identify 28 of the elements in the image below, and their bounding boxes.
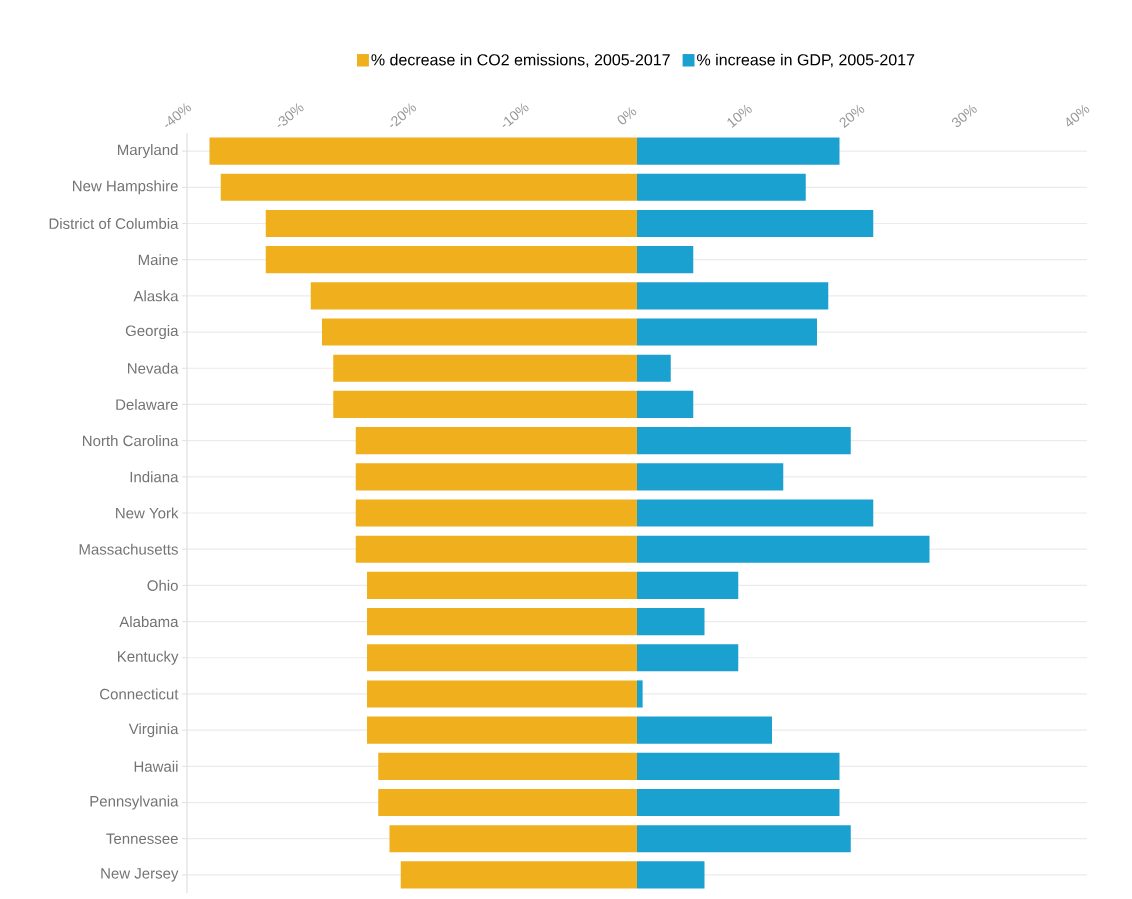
y-tick-label: Pennsylvania xyxy=(90,795,179,810)
x-tick-label: 40% xyxy=(1066,104,1090,127)
y-tick-label: District of Columbia xyxy=(49,217,179,229)
y-tick-label: Connecticut xyxy=(100,688,179,700)
legend-label: % increase in GDP, 2005-2017 xyxy=(697,53,915,68)
y-tick-label: North Carolina xyxy=(83,435,179,447)
y-tick-label: Nevada xyxy=(128,362,179,374)
y-tick-label: Hawaii xyxy=(134,760,178,772)
y-tick-label: New Jersey xyxy=(101,868,179,882)
y-tick-label: Maryland xyxy=(118,144,178,159)
y-tick-label: Virginia xyxy=(128,723,179,738)
y-tick-label: Delaware xyxy=(116,398,178,410)
x-tick-label: 10% xyxy=(727,104,752,128)
y-tick-label: Tennessee xyxy=(106,833,178,844)
y-tick-label: Ohio xyxy=(147,579,178,591)
legend-label: % decrease in CO2 emissions, 2005-2017 xyxy=(371,53,670,68)
y-tick-label: New Hampshire xyxy=(73,180,178,195)
y-tick-label: Indiana xyxy=(130,471,179,483)
y-tick-label: Maine xyxy=(138,254,178,266)
y-tick-label: Massachusetts xyxy=(79,543,178,555)
x-tick-label: 30% xyxy=(951,104,977,128)
y-tick-label: Georgia xyxy=(125,325,179,340)
y-tick-label: New York xyxy=(116,507,179,519)
x-tick-label: 20% xyxy=(839,104,865,128)
y-tick-label: Alabama xyxy=(119,616,179,628)
x-tick-label: 0% xyxy=(617,107,637,125)
y-tick-label: Kentucky xyxy=(118,650,179,665)
y-tick-label: Alaska xyxy=(133,290,179,302)
